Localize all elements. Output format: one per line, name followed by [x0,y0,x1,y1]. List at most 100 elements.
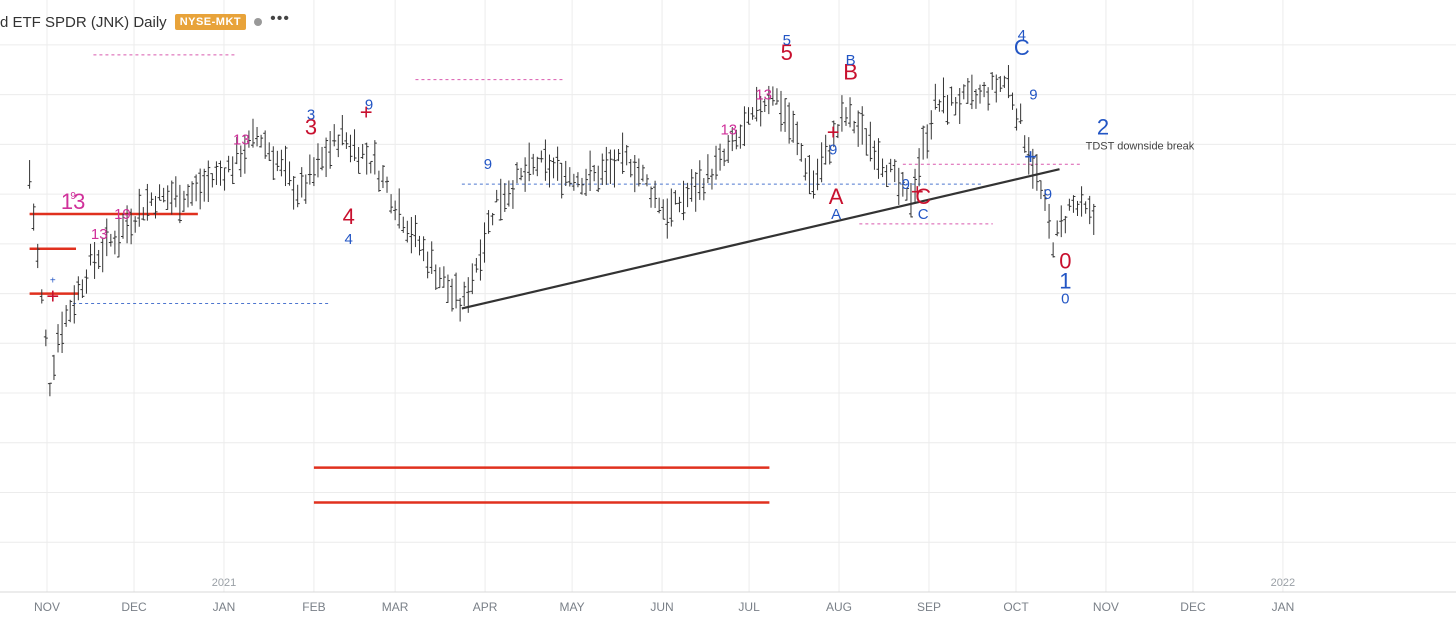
ohlc-bar [185,184,190,208]
ohlc-bar [904,187,909,201]
ohlc-bar [222,167,227,191]
count-label: C [1014,35,1030,60]
ohlc-bar [673,190,678,205]
ohlc-bar [665,198,670,239]
year-label: 2021 [212,577,236,589]
ohlc-bar [1067,198,1072,211]
ohlc-bar [393,200,398,221]
count-label: 13 [61,189,85,214]
ohlc-bar [230,156,235,185]
ohlc-bar [726,135,731,164]
ohlc-bar [1071,195,1076,213]
market-status-icon [254,18,263,26]
ohlc-bar [1051,242,1056,258]
ohlc-bar [787,102,792,144]
ohlc-bar [279,149,284,177]
trendline[interactable] [461,168,1060,310]
ohlc-bar [636,158,641,187]
ohlc-bar [169,180,174,215]
ohlc-bar [96,249,101,269]
ohlc-bar [669,188,674,227]
ohlc-bar [969,74,974,110]
ohlc-bar [287,161,292,186]
ohlc-bar [1087,195,1092,225]
month-tick-label: JUN [650,600,673,614]
ohlc-bar [864,128,869,156]
count-label: A [831,206,841,223]
ohlc-bar [340,114,345,146]
ohlc-bar [819,142,824,183]
ohlc-bar [640,164,645,182]
ohlc-bar [92,241,97,279]
ohlc-bar [868,121,873,162]
ohlc-bar [76,276,81,301]
ohlc-bar [908,182,913,218]
ohlc-bar [535,156,540,177]
ohlc-bar [1018,103,1023,124]
ohlc-bar [421,236,426,262]
ohlc-bar [121,213,126,239]
ohlc-bar [226,155,231,173]
count-label: C [915,184,931,209]
ohlc-bar [1014,108,1019,131]
ohlc-bar [994,74,999,103]
ohlc-bar [799,143,804,162]
month-tick-label: DEC [1180,600,1206,614]
ohlc-bar [376,170,381,192]
ohlc-bar [697,160,702,200]
ohlc-bar [527,142,532,182]
ohlc-bar [291,176,296,210]
ohlc-bar [372,140,377,175]
count-label: 1 [1059,269,1071,294]
ohlc-bar [754,86,759,122]
ohlc-bar [267,142,272,161]
ohlc-bar [43,329,48,347]
ohlc-bar [385,176,390,193]
count-label: + [360,99,373,124]
ohlc-bar [758,96,763,127]
count-label: + [827,119,840,144]
ohlc-bar [779,90,784,132]
ohlc-bar [519,167,524,181]
ohlc-bar [1075,200,1080,216]
ohlc-bar [352,129,357,161]
ohlc-bar [823,134,828,165]
count-label: 4 [343,204,355,229]
ohlc-bar [100,237,105,273]
count-label: 0 [1061,291,1069,308]
month-tick-label: AUG [826,600,852,614]
ohlc-bar [271,146,276,180]
ohlc-bar [961,84,966,100]
ohlc-bar [482,222,487,263]
ohlc-bar [1063,215,1068,234]
ohlc-bar [389,194,394,214]
ohlc-bar [64,305,69,327]
month-tick-label: JAN [213,600,236,614]
month-tick-label: MAR [382,600,409,614]
count-label: 4 [345,231,353,248]
ohlc-bar [876,138,881,179]
ohlc-bar [624,145,629,166]
count-label: 13 [233,131,250,148]
count-label: 5 [781,40,793,65]
ohlc-bar [677,196,682,213]
ohlc-bar [657,197,662,214]
count-label: 9 [1044,186,1052,203]
count-label: 4 [1018,27,1026,44]
ohlc-bar [559,162,564,199]
ohlc-bar [1091,203,1096,235]
count-label: C [918,206,929,223]
ohlc-bar [344,132,349,149]
ohlc-bar [80,279,85,298]
trendline-segment [461,168,1060,310]
ohlc-bar [462,281,467,307]
ohlc-bar [1079,186,1084,217]
count-label: B [846,52,856,69]
ohlc-bar [307,154,312,185]
ohlc-bar [998,76,1003,92]
more-options-icon[interactable]: ••• [270,10,290,27]
ohlc-bar [129,208,134,245]
ohlc-bar [234,136,239,165]
ohlc-bar [852,120,857,134]
